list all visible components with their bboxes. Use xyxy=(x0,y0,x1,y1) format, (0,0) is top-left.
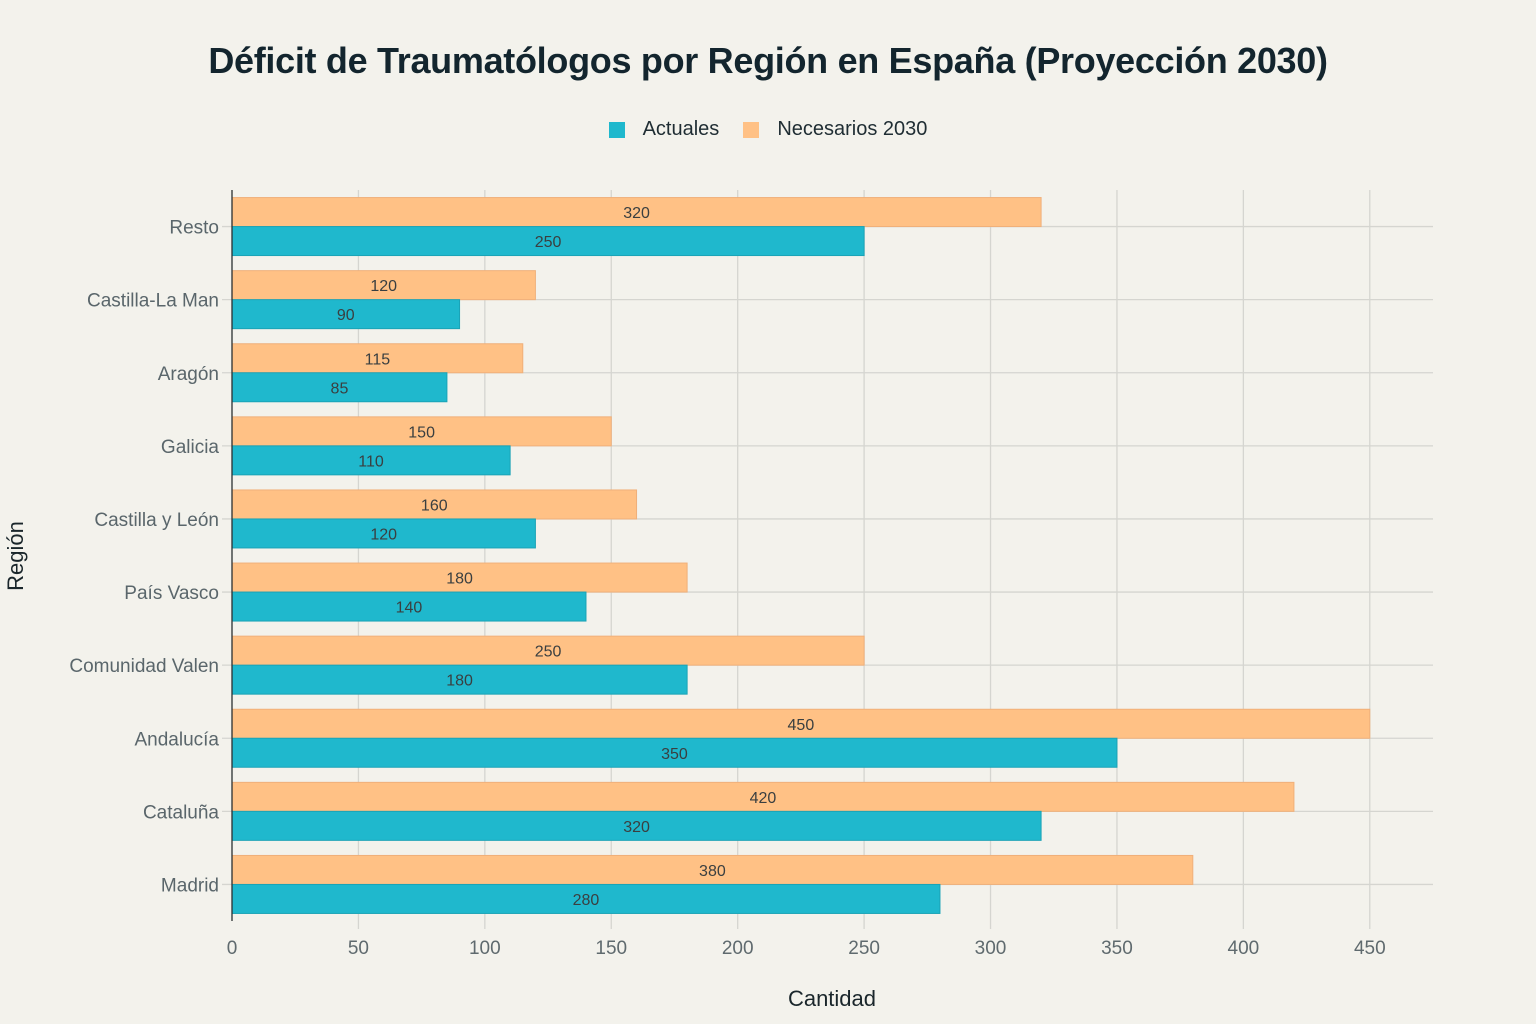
y-tick-label: Castilla-La Man xyxy=(87,291,219,312)
y-tick-label: Aragón xyxy=(158,364,219,385)
legend-label-actuales: Actuales xyxy=(642,118,720,140)
bar-necesarios[interactable] xyxy=(231,562,688,593)
x-tick-label: 100 xyxy=(469,938,501,959)
bar-value-label: 150 xyxy=(408,424,435,441)
y-tick-label: Galicia xyxy=(161,437,220,458)
bar-necesarios[interactable] xyxy=(231,854,1194,885)
bar-value-label: 250 xyxy=(535,234,562,251)
bar-necesarios[interactable] xyxy=(231,489,638,520)
chart-title: Déficit de Traumatólogos por Región en E… xyxy=(208,40,1328,81)
bar-actuales[interactable] xyxy=(231,664,688,695)
bar-necesarios[interactable] xyxy=(231,781,1295,812)
x-tick-label: 450 xyxy=(1354,938,1386,959)
bar-necesarios[interactable] xyxy=(231,635,865,666)
bar-actuales[interactable] xyxy=(231,737,1118,768)
bar-value-label: 180 xyxy=(446,571,473,588)
legend-swatch-necesarios xyxy=(743,121,760,138)
bar-value-label: 90 xyxy=(337,307,355,324)
bar-value-label: 85 xyxy=(331,380,349,397)
bar-actuales[interactable] xyxy=(231,445,511,476)
y-tick-label: Castilla y León xyxy=(94,510,219,531)
bar-value-label: 140 xyxy=(396,600,423,617)
bar-actuales[interactable] xyxy=(231,591,587,622)
bar-value-label: 180 xyxy=(446,673,473,690)
bar-actuales[interactable] xyxy=(231,372,448,403)
bar-value-label: 120 xyxy=(370,526,397,543)
y-tick-label: País Vasco xyxy=(124,583,219,604)
legend-swatch-actuales xyxy=(608,121,625,138)
y-tick-label: Madrid xyxy=(161,875,219,896)
bar-value-label: 110 xyxy=(358,453,384,470)
x-axis-title: Cantidad xyxy=(788,986,876,1011)
y-axis-title: Región xyxy=(3,521,28,591)
x-tick-label: 350 xyxy=(1101,938,1133,959)
bar-value-label: 320 xyxy=(623,205,650,222)
bar-necesarios[interactable] xyxy=(231,416,612,447)
y-tick-label: Resto xyxy=(169,218,219,239)
bar-actuales[interactable] xyxy=(231,299,461,330)
x-tick-label: 0 xyxy=(227,938,238,959)
y-tick-label: Comunidad Valen xyxy=(69,656,219,677)
legend: Actuales Necesarios 2030 xyxy=(0,118,1536,141)
bar-value-label: 160 xyxy=(421,497,448,514)
legend-label-necesarios: Necesarios 2030 xyxy=(777,118,928,140)
axes: 0 50 100 150 200 250 300 350 400 450 Madrid Cataluñ… xyxy=(69,190,1386,959)
bar-value-label: 380 xyxy=(699,863,726,880)
bar-actuales[interactable] xyxy=(231,226,865,257)
bar-value-label: 280 xyxy=(573,892,600,909)
x-tick-label: 250 xyxy=(848,938,880,959)
x-tick-label: 150 xyxy=(595,938,627,959)
x-tick-label: 400 xyxy=(1228,938,1260,959)
legend-item-necesarios[interactable]: Necesarios 2030 xyxy=(743,118,927,141)
x-tick-label: 300 xyxy=(975,938,1007,959)
bar-value-label: 420 xyxy=(750,790,777,807)
bars: 380 280 420 320 450 350 250 180 180 140 160 120 150 1… xyxy=(231,197,1371,914)
bar-value-label: 320 xyxy=(623,819,650,836)
bar-value-label: 120 xyxy=(370,278,397,295)
bar-necesarios[interactable] xyxy=(231,708,1371,739)
y-tick-label: Cataluña xyxy=(143,802,219,823)
bar-value-label: 250 xyxy=(535,644,562,661)
bar-value-label: 450 xyxy=(788,717,815,734)
bar-value-label: 115 xyxy=(365,351,391,368)
bar-actuales[interactable] xyxy=(231,518,536,549)
bar-value-label: 350 xyxy=(661,746,688,763)
legend-item-actuales[interactable]: Actuales xyxy=(608,118,720,141)
x-tick-label: 50 xyxy=(348,938,369,959)
bar-actuales[interactable] xyxy=(231,883,941,914)
y-tick-label: Andalucía xyxy=(134,729,219,750)
x-tick-label: 200 xyxy=(722,938,754,959)
